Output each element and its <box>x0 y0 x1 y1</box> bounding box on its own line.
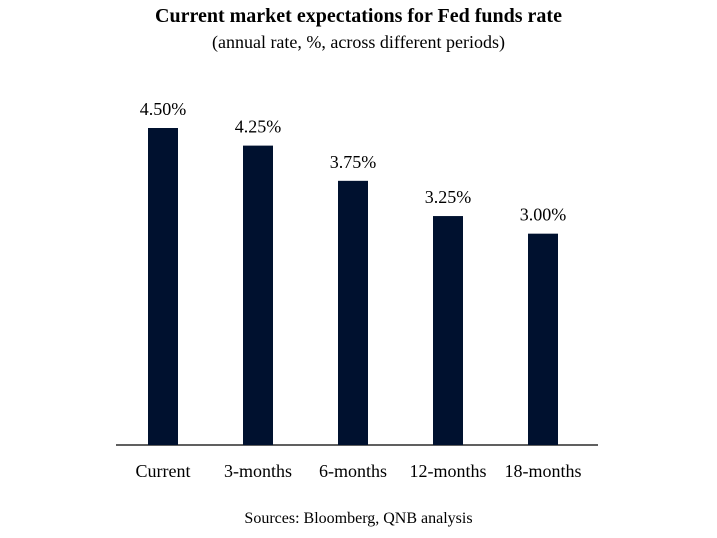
bar-18-months <box>528 233 558 445</box>
x-tick-label: 6-months <box>319 461 387 481</box>
bar-3-months <box>243 145 273 445</box>
x-tick-label: Current <box>136 461 191 481</box>
x-tick-label: 18-months <box>504 461 581 481</box>
data-label: 3.00% <box>520 205 567 225</box>
chart-source: Sources: Bloomberg, QNB analysis <box>244 510 473 527</box>
bar-6-months <box>338 180 368 446</box>
data-label: 4.50% <box>140 99 187 119</box>
chart-subtitle: (annual rate, %, across different period… <box>211 32 506 52</box>
x-tick-label: 12-months <box>409 461 486 481</box>
chart-title: Current market expectations for Fed fund… <box>155 5 562 27</box>
bar-current <box>148 128 178 445</box>
data-label: 3.75% <box>330 152 377 172</box>
x-tick-label: 3-months <box>224 461 292 481</box>
bar-12-months <box>433 216 463 445</box>
data-label: 4.25% <box>235 117 282 137</box>
data-label: 3.25% <box>425 187 472 207</box>
